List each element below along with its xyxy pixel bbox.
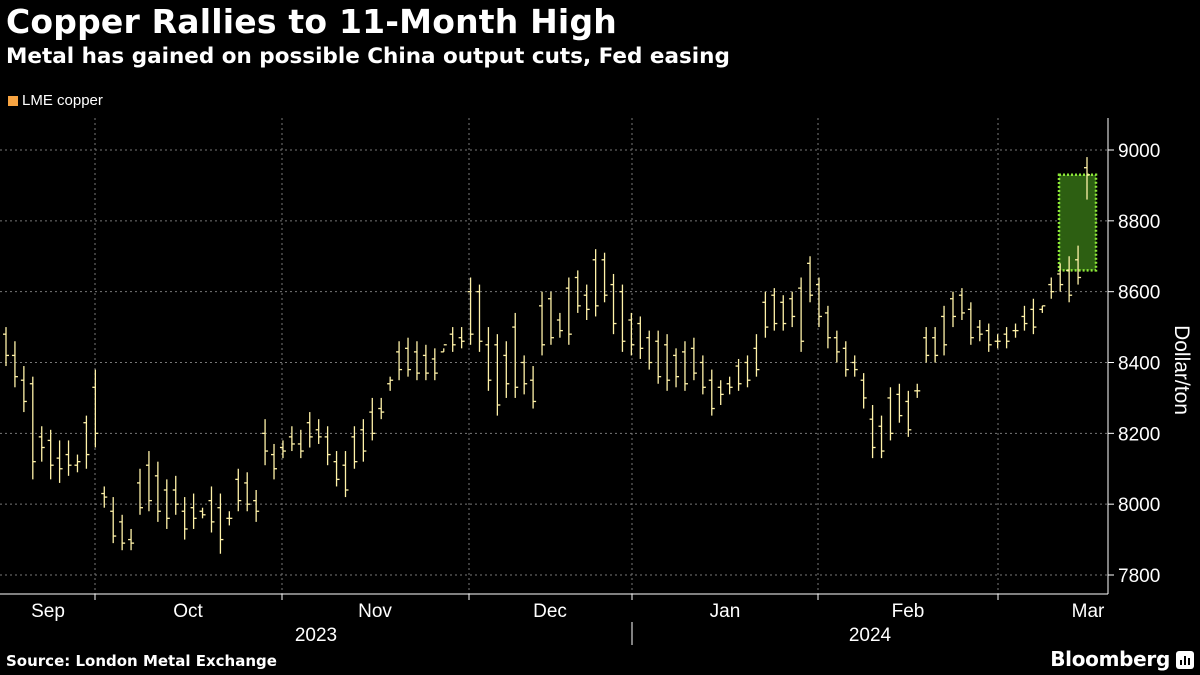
y-axis-title: Dollar/ton xyxy=(1170,325,1193,415)
bloomberg-chart-icon xyxy=(1176,651,1194,669)
x-tick-label: Sep xyxy=(31,601,65,622)
year-label: 2024 xyxy=(849,625,892,646)
y-tick-label: 8600 xyxy=(1118,283,1160,304)
legend-label: LME copper xyxy=(22,92,103,109)
y-tick-label: 9000 xyxy=(1118,141,1160,162)
source-note: Source: London Metal Exchange xyxy=(6,652,277,670)
y-tick-label: 8400 xyxy=(1118,354,1160,375)
chart-title: Copper Rallies to 11-Month High xyxy=(6,2,617,41)
x-tick-label: Mar xyxy=(1072,601,1105,622)
legend-swatch xyxy=(8,95,18,106)
year-label: 2023 xyxy=(295,625,337,646)
x-tick-label: Oct xyxy=(173,601,203,622)
bloomberg-logo: Bloomberg xyxy=(1050,647,1170,671)
y-tick-label: 7800 xyxy=(1118,566,1160,587)
x-tick-label: Nov xyxy=(358,601,392,622)
chart-subtitle: Metal has gained on possible China outpu… xyxy=(6,44,730,69)
y-tick-label: 8800 xyxy=(1118,212,1160,233)
y-tick-label: 8000 xyxy=(1118,495,1160,516)
x-tick-label: Jan xyxy=(710,601,741,622)
y-tick-label: 8200 xyxy=(1118,424,1160,445)
highlight-box xyxy=(1057,173,1098,272)
x-tick-label: Dec xyxy=(533,601,567,622)
legend: LME copper xyxy=(8,92,103,109)
x-tick-label: Feb xyxy=(892,601,925,622)
